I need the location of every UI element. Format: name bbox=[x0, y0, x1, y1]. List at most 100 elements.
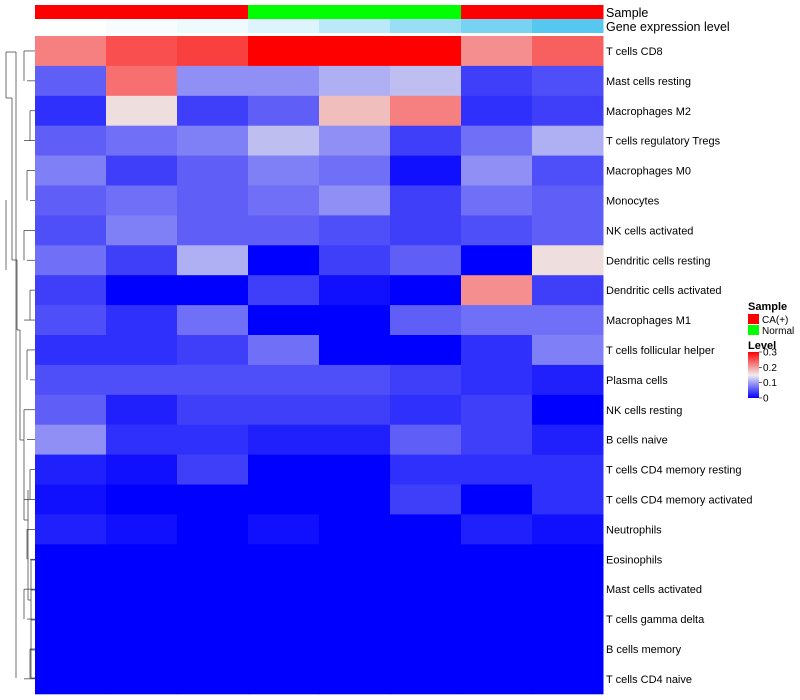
heatmap-cell bbox=[106, 663, 178, 695]
row-label: T cells gamma delta bbox=[606, 614, 705, 626]
row-label: T cells CD4 naive bbox=[606, 674, 692, 686]
heatmap-cell bbox=[106, 634, 178, 665]
heatmap-cell bbox=[390, 65, 462, 97]
row-label: Macrophages M0 bbox=[606, 166, 691, 178]
row-label: NK cells activated bbox=[606, 225, 693, 237]
heatmap-cell bbox=[390, 364, 462, 396]
sample-track-label: Sample bbox=[606, 6, 648, 20]
heatmap-cell bbox=[106, 394, 178, 426]
heatmap-cell bbox=[106, 544, 178, 575]
sample-track-cell bbox=[35, 5, 107, 19]
expression-track-cell bbox=[390, 19, 462, 33]
heatmap-cell bbox=[532, 95, 604, 127]
sample-track-cell bbox=[319, 5, 391, 19]
heatmap-cell bbox=[390, 394, 462, 426]
heatmap-cell bbox=[319, 364, 391, 396]
heatmap-cell bbox=[106, 185, 178, 216]
heatmap-cell bbox=[532, 544, 604, 575]
heatmap-cell bbox=[35, 544, 107, 575]
heatmap-cell bbox=[390, 215, 462, 246]
heatmap-cell bbox=[177, 155, 249, 186]
heatmap-cell bbox=[177, 394, 249, 426]
heatmap-cell bbox=[461, 364, 533, 396]
heatmap-cell bbox=[177, 215, 249, 246]
heatmap-cell bbox=[35, 65, 107, 97]
heatmap-cell bbox=[532, 394, 604, 426]
heatmap-cell bbox=[35, 245, 107, 276]
expression-track-cell bbox=[532, 19, 604, 33]
heatmap-cell bbox=[461, 484, 533, 515]
heatmap-cell bbox=[461, 424, 533, 456]
heatmap-cell bbox=[532, 65, 604, 97]
heatmap-cell bbox=[177, 95, 249, 127]
heatmap-cell bbox=[106, 604, 178, 635]
heatmap-cell bbox=[177, 634, 249, 665]
heatmap-cell bbox=[319, 424, 391, 456]
row-label: Dendritic cells resting bbox=[606, 255, 711, 267]
heatmap-cell bbox=[461, 634, 533, 665]
heatmap-cell bbox=[319, 484, 391, 515]
heatmap-cell bbox=[106, 574, 178, 605]
heatmap-cell bbox=[248, 454, 320, 485]
heatmap-cell bbox=[461, 305, 533, 336]
heatmap-cell bbox=[390, 574, 462, 605]
expression-track-label: Gene expression level bbox=[606, 20, 730, 34]
heatmap-cell bbox=[106, 245, 178, 276]
heatmap-cell bbox=[248, 185, 320, 216]
heatmap-cell bbox=[390, 544, 462, 575]
heatmap-cell bbox=[461, 394, 533, 426]
level-legend-title: Level bbox=[748, 340, 776, 352]
heatmap-cell bbox=[248, 36, 320, 67]
heatmap-cell bbox=[319, 335, 391, 366]
heatmap-cell bbox=[390, 155, 462, 186]
heatmap-cell bbox=[35, 364, 107, 396]
heatmap-cell bbox=[319, 394, 391, 426]
expression-track-cell bbox=[35, 19, 107, 33]
heatmap-cell bbox=[177, 574, 249, 605]
heatmap-cell bbox=[532, 155, 604, 186]
heatmap-cell bbox=[319, 454, 391, 485]
heatmap-cell bbox=[390, 424, 462, 456]
heatmap-cell bbox=[177, 544, 249, 575]
heatmap-cell bbox=[532, 574, 604, 605]
legend-label-ca: CA(+) bbox=[762, 315, 788, 326]
heatmap-cell bbox=[106, 335, 178, 366]
row-label: Macrophages M2 bbox=[606, 106, 691, 118]
row-label: Monocytes bbox=[606, 195, 660, 207]
heatmap-cell bbox=[248, 305, 320, 336]
heatmap-cell bbox=[319, 65, 391, 97]
row-label: Macrophages M1 bbox=[606, 315, 691, 327]
heatmap-cell bbox=[35, 634, 107, 665]
heatmap-cell bbox=[248, 574, 320, 605]
heatmap-cell bbox=[319, 663, 391, 695]
heatmap-cell bbox=[177, 454, 249, 485]
sample-track-cell bbox=[177, 5, 249, 19]
heatmap-cell bbox=[390, 454, 462, 485]
heatmap-cell bbox=[177, 125, 249, 157]
row-label: Dendritic cells activated bbox=[606, 285, 722, 297]
heatmap-cell bbox=[319, 185, 391, 216]
level-tick-label: 0 bbox=[763, 394, 769, 405]
heatmap-cell bbox=[532, 604, 604, 635]
heatmap-cell bbox=[177, 364, 249, 396]
heatmap-cell bbox=[532, 663, 604, 695]
row-label: Plasma cells bbox=[606, 375, 668, 387]
heatmap-cell bbox=[106, 514, 178, 545]
heatmap-cell bbox=[532, 514, 604, 545]
heatmap-cell bbox=[35, 95, 107, 127]
heatmap-cell bbox=[177, 245, 249, 276]
row-label: T cells CD8 bbox=[606, 46, 663, 58]
heatmap-cell bbox=[390, 275, 462, 306]
row-label: Eosinophils bbox=[606, 554, 663, 566]
heatmap-cell bbox=[248, 364, 320, 396]
heatmap-cell bbox=[390, 663, 462, 695]
heatmap-cell bbox=[248, 125, 320, 157]
heatmap-cell bbox=[319, 36, 391, 67]
heatmap-cell bbox=[461, 544, 533, 575]
heatmap-cell bbox=[35, 663, 107, 695]
heatmap-cell bbox=[106, 95, 178, 127]
heatmap-cell bbox=[390, 514, 462, 545]
heatmap-cell bbox=[177, 335, 249, 366]
heatmap-cell bbox=[248, 394, 320, 426]
